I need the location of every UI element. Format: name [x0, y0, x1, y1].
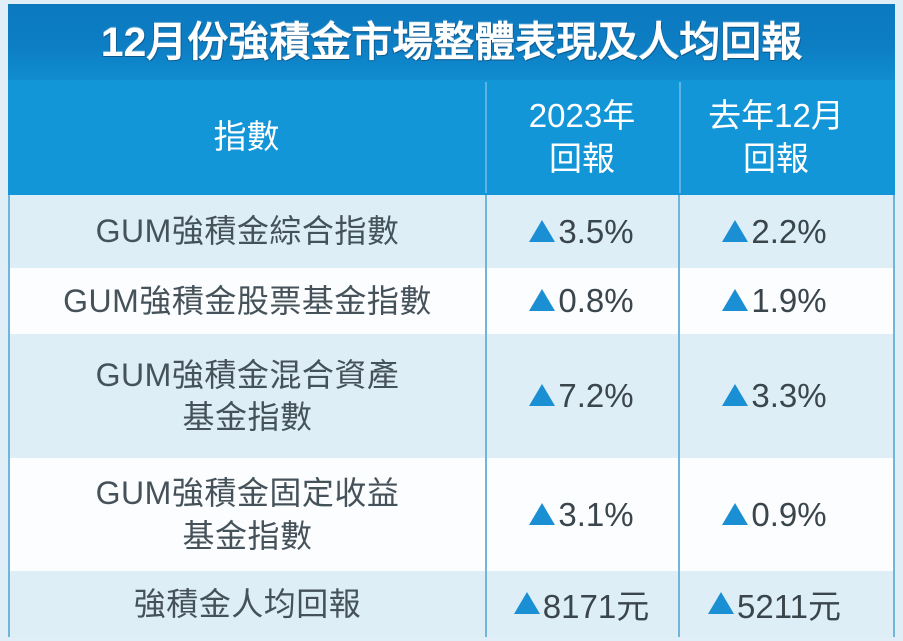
value-text: 5211元 — [737, 588, 841, 625]
up-triangle-icon — [529, 384, 556, 406]
value-with-arrow: 8171元 — [513, 580, 650, 628]
value-with-arrow: 3.3% — [722, 377, 827, 415]
row-value-lastdec: 1.9% — [678, 268, 871, 334]
table-row: GUM強積金固定收益 基金指數 3.1% 0.9% — [10, 458, 893, 571]
row-index-name-line1: 強積金人均回報 — [133, 585, 362, 622]
column-header-lastdec-line1: 去年12月 — [708, 97, 844, 135]
value-with-arrow: 0.8% — [529, 282, 634, 320]
up-triangle-icon — [722, 219, 749, 242]
row-index-name-line2: 基金指數 — [182, 399, 313, 435]
value-text: 3.5% — [558, 212, 634, 250]
up-triangle-icon — [529, 289, 556, 311]
row-index-name-line1: GUM強積金股票基金指數 — [63, 282, 432, 319]
column-header-2023-return-lines: 2023年 回報 — [529, 95, 635, 179]
value-with-arrow: 3.1% — [529, 495, 634, 534]
up-triangle-icon — [722, 502, 749, 525]
row-index-name-lines: GUM強積金股票基金指數 — [63, 280, 432, 322]
up-triangle-icon — [529, 219, 556, 242]
up-triangle-icon — [513, 592, 540, 614]
row-value-2023: 0.8% — [485, 268, 678, 334]
row-index-name-line2: 基金指數 — [182, 517, 313, 554]
row-value-2023: 8171元 — [485, 571, 678, 637]
row-value-lastdec: 5211元 — [678, 571, 871, 637]
up-triangle-icon — [529, 502, 556, 525]
value-text: 2.2% — [751, 212, 827, 250]
up-triangle-icon — [722, 289, 749, 311]
table-row: 強積金人均回報 8171元 5211元 — [10, 571, 893, 637]
page-title: 12月份強積金市場整體表現及人均回報 — [100, 18, 803, 65]
performance-table: 指數 2023年 回報 去年12月 回報 GUM強積 — [8, 80, 895, 637]
value-with-arrow: 1.9% — [722, 282, 827, 320]
row-index-name: GUM強積金混合資產 基金指數 — [10, 334, 485, 458]
value-text: 8171元 — [542, 588, 650, 625]
column-header-index-label: 指數 — [213, 118, 280, 156]
column-header-index: 指數 — [8, 80, 485, 195]
up-triangle-icon — [708, 592, 735, 614]
value-with-arrow: 5211元 — [708, 580, 841, 628]
column-header-lastdec-line2: 回報 — [743, 139, 809, 177]
row-value-lastdec: 2.2% — [678, 195, 871, 268]
table-body: GUM強積金綜合指數 3.5% 2.2% — [8, 195, 895, 637]
row-index-name-line1: GUM強積金混合資產 — [95, 356, 400, 393]
column-header-2023-line2: 回報 — [548, 139, 615, 177]
column-header-2023-line1: 2023年 — [528, 97, 636, 135]
row-index-name-lines: 強積金人均回報 — [134, 583, 362, 625]
value-text: 3.1% — [558, 495, 634, 533]
row-value-2023: 3.5% — [485, 195, 678, 268]
value-with-arrow: 3.5% — [529, 212, 634, 251]
column-header-lastdec-return-lines: 去年12月 回報 — [708, 95, 844, 179]
value-text: 0.9% — [751, 495, 827, 533]
value-text: 1.9% — [751, 282, 827, 319]
title-bar: 12月份強積金市場整體表現及人均回報 — [8, 4, 895, 80]
row-index-name-lines: GUM強積金綜合指數 — [96, 210, 400, 252]
row-value-lastdec: 3.3% — [678, 334, 871, 458]
value-with-arrow: 2.2% — [722, 212, 827, 251]
table-row: GUM強積金綜合指數 3.5% 2.2% — [10, 195, 893, 268]
column-header-lastdec-return: 去年12月 回報 — [679, 80, 873, 195]
row-index-name: GUM強積金綜合指數 — [10, 195, 485, 268]
row-value-2023: 3.1% — [485, 458, 678, 571]
row-index-name: 強積金人均回報 — [10, 571, 485, 637]
column-header-2023-return: 2023年 回報 — [485, 80, 679, 195]
row-index-name-line1: GUM強積金固定收益 — [95, 475, 400, 512]
row-index-name: GUM強積金固定收益 基金指數 — [10, 458, 485, 571]
table-row: GUM強積金股票基金指數 0.8% 1.9% — [10, 268, 893, 334]
up-triangle-icon — [722, 384, 749, 406]
value-text: 0.8% — [558, 282, 634, 319]
value-with-arrow: 7.2% — [529, 377, 634, 415]
row-value-2023: 7.2% — [485, 334, 678, 458]
row-index-name-line1: GUM強積金綜合指數 — [95, 213, 400, 250]
value-text: 7.2% — [558, 377, 634, 414]
row-index-name-lines: GUM強積金混合資產 基金指數 — [96, 354, 400, 438]
table-row: GUM強積金混合資產 基金指數 7.2% 3.3% — [10, 334, 893, 458]
value-with-arrow: 0.9% — [722, 495, 827, 534]
row-index-name: GUM強積金股票基金指數 — [10, 268, 485, 334]
row-index-name-lines: GUM強積金固定收益 基金指數 — [96, 472, 400, 556]
value-text: 3.3% — [751, 377, 827, 414]
table-header-row: 指數 2023年 回報 去年12月 回報 — [8, 80, 895, 195]
row-value-lastdec: 0.9% — [678, 458, 871, 571]
